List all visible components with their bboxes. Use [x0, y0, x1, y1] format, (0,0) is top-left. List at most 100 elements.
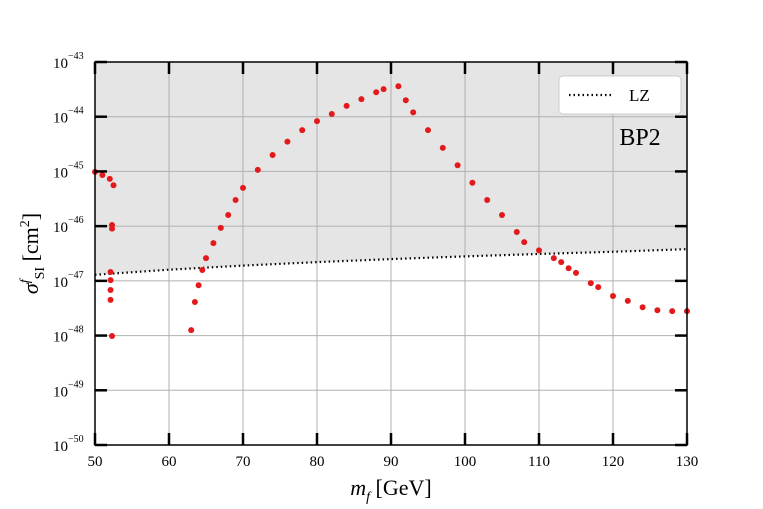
data-point: [107, 277, 114, 284]
data-point: [107, 287, 114, 294]
y-tick-exponent: −50: [68, 434, 84, 445]
axis-label-part: f: [18, 277, 33, 283]
y-tick-label: 10−43: [53, 51, 84, 72]
data-point: [410, 109, 417, 116]
data-point: [225, 211, 232, 218]
x-tick-label: 120: [602, 454, 625, 470]
data-point: [439, 144, 446, 151]
data-point: [188, 327, 195, 334]
data-point: [469, 179, 476, 186]
x-tick-label: 70: [236, 454, 251, 470]
data-point: [395, 83, 402, 90]
data-point: [254, 166, 261, 173]
data-point: [195, 282, 202, 289]
y-tick-base: 10: [53, 439, 68, 455]
data-point: [314, 118, 320, 125]
data-point: [199, 266, 206, 273]
data-point: [425, 127, 431, 134]
y-tick-base: 10: [53, 56, 68, 72]
y-tick-base: 10: [53, 220, 68, 236]
data-point: [110, 182, 117, 189]
data-point: [565, 265, 572, 272]
axis-label-part: [GeV]: [370, 475, 432, 500]
axis-label-part: [cm: [18, 227, 43, 267]
data-point: [109, 225, 116, 232]
data-point: [99, 172, 106, 179]
y-tick-label: 10−44: [53, 106, 84, 127]
legend: LZ: [558, 75, 682, 115]
x-tick-label: 110: [528, 454, 550, 470]
data-point: [217, 224, 224, 231]
axis-label-part: σ: [18, 282, 43, 294]
data-point: [107, 296, 114, 303]
x-tick-label: 60: [162, 454, 177, 470]
y-tick-exponent: −49: [68, 379, 84, 390]
y-tick-base: 10: [53, 275, 68, 291]
data-point: [587, 280, 594, 287]
data-point: [499, 211, 505, 218]
data-point: [402, 97, 409, 104]
data-point: [558, 259, 565, 266]
data-point: [203, 255, 209, 262]
data-point: [380, 86, 387, 93]
data-point: [299, 127, 306, 134]
data-point: [595, 284, 602, 291]
axis-label-part: SI: [33, 267, 48, 280]
data-point: [639, 304, 646, 311]
y-tick-exponent: −44: [68, 106, 84, 117]
y-axis-label: σfSI [cm2]: [18, 213, 48, 294]
x-tick-label: 130: [676, 454, 699, 470]
y-tick-base: 10: [53, 111, 68, 127]
x-tick-label: 90: [384, 454, 399, 470]
x-tick-label: 80: [310, 454, 325, 470]
marks-layer: [92, 83, 690, 340]
data-point: [484, 197, 491, 204]
data-point: [269, 151, 276, 158]
data-point: [358, 96, 365, 103]
axes-layer: 50 60 70 80 90 100 110 120 13010−5010−4910−4810−…: [18, 51, 698, 505]
y-tick-label: 10−45: [53, 160, 84, 181]
data-point: [624, 297, 631, 304]
y-tick-base: 10: [53, 384, 68, 400]
data-point: [669, 308, 676, 315]
y-tick-base: 10: [53, 165, 68, 181]
data-point: [106, 175, 113, 182]
data-point: [521, 239, 528, 246]
y-tick-exponent: −43: [68, 51, 84, 62]
y-tick-exponent: −48: [68, 325, 84, 336]
data-point: [573, 269, 579, 276]
data-point: [654, 307, 661, 314]
x-tick-label: 50: [88, 454, 103, 470]
legend-box: [558, 75, 682, 115]
y-tick-label: 10−50: [53, 434, 84, 455]
y-tick-label: 10−48: [53, 325, 84, 346]
x-axis-label: mf [GeV]: [350, 475, 431, 505]
plot-frame: [94, 61, 688, 446]
axis-label-part: ]: [18, 213, 43, 220]
data-point: [284, 138, 291, 145]
data-point: [210, 240, 217, 247]
y-tick-exponent: −45: [68, 160, 84, 171]
data-point: [232, 197, 239, 204]
data-point: [343, 102, 350, 109]
data-point: [107, 269, 114, 276]
legend-label: LZ: [629, 86, 650, 105]
data-point: [536, 247, 542, 254]
data-point: [373, 89, 380, 96]
y-tick-base: 10: [53, 330, 68, 346]
data-point: [109, 333, 116, 340]
y-tick-label: 10−47: [53, 270, 84, 291]
axis-label-part: 2: [18, 220, 33, 227]
data-point: [513, 229, 520, 236]
data-point: [454, 162, 461, 169]
data-point: [240, 184, 246, 191]
y-tick-exponent: −47: [68, 270, 84, 281]
data-point: [328, 111, 335, 118]
annotation: BP2: [619, 125, 660, 151]
y-tick-exponent: −46: [68, 215, 84, 226]
axis-label-part: f: [366, 490, 372, 505]
data-point: [550, 255, 557, 262]
x-tick-label: 100: [454, 454, 477, 470]
data-point: [191, 299, 198, 306]
